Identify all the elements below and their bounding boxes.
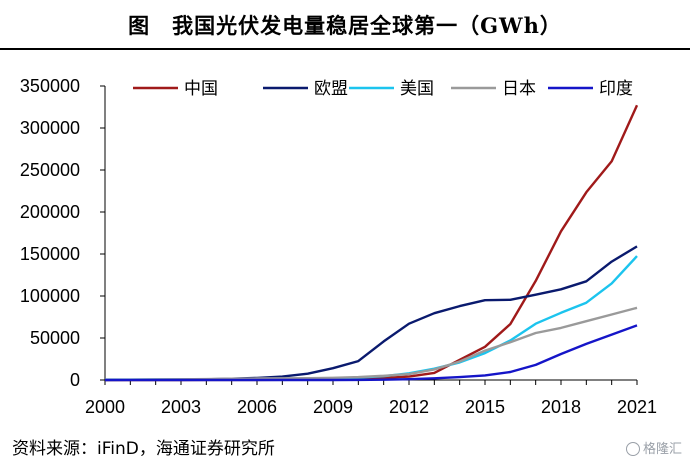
x-tick-label: 2000: [85, 397, 125, 417]
title-underline: [0, 48, 690, 50]
x-tick-label: 2021: [617, 397, 657, 417]
legend-label-1: 欧盟: [314, 79, 348, 99]
legend-label-2: 美国: [400, 79, 434, 99]
series-line-2: [105, 255, 638, 381]
x-tick-label: 2012: [389, 397, 429, 417]
series-line-4: [105, 324, 638, 382]
y-tick-label: 0: [70, 370, 80, 390]
chart-title: 图 我国光伏发电量稳居全球第一（GWh）: [128, 13, 562, 38]
watermark-logo-icon: [625, 442, 640, 456]
y-tick-label: 300000: [20, 118, 80, 138]
series-line-3: [105, 306, 638, 381]
y-tick-label: 250000: [20, 160, 80, 180]
source-note: 资料来源：iFinD，海通证券研究所: [12, 439, 275, 459]
x-tick-label: 2006: [237, 397, 277, 417]
chart-axes: 0 50000 100000 150000 200000 250000 300000 3500…: [20, 76, 657, 417]
watermark-text: 格隆汇: [642, 442, 682, 457]
y-tick-label: 200000: [20, 202, 80, 222]
legend-label-0: 中国: [184, 79, 218, 99]
x-tick-label: 2015: [465, 397, 505, 417]
watermark: 格隆汇: [625, 438, 682, 457]
legend-label-4: 印度: [599, 79, 633, 99]
y-tick-label: 50000: [30, 328, 80, 348]
chart-series: [104, 104, 639, 382]
legend-label-3: 日本: [502, 79, 536, 99]
series-line-0: [105, 104, 639, 382]
x-tick-label: 2009: [313, 397, 353, 417]
x-tick-label: 2018: [541, 397, 581, 417]
x-tick-label: 2003: [161, 397, 201, 417]
y-tick-label: 100000: [20, 286, 80, 306]
y-tick-label: 150000: [20, 244, 80, 264]
chart-legend: 中国 欧盟 美国 日本 印度: [133, 79, 633, 99]
y-tick-label: 350000: [20, 76, 80, 96]
line-chart: 0 50000 100000 150000 200000 250000 300000 3500…: [20, 76, 657, 417]
